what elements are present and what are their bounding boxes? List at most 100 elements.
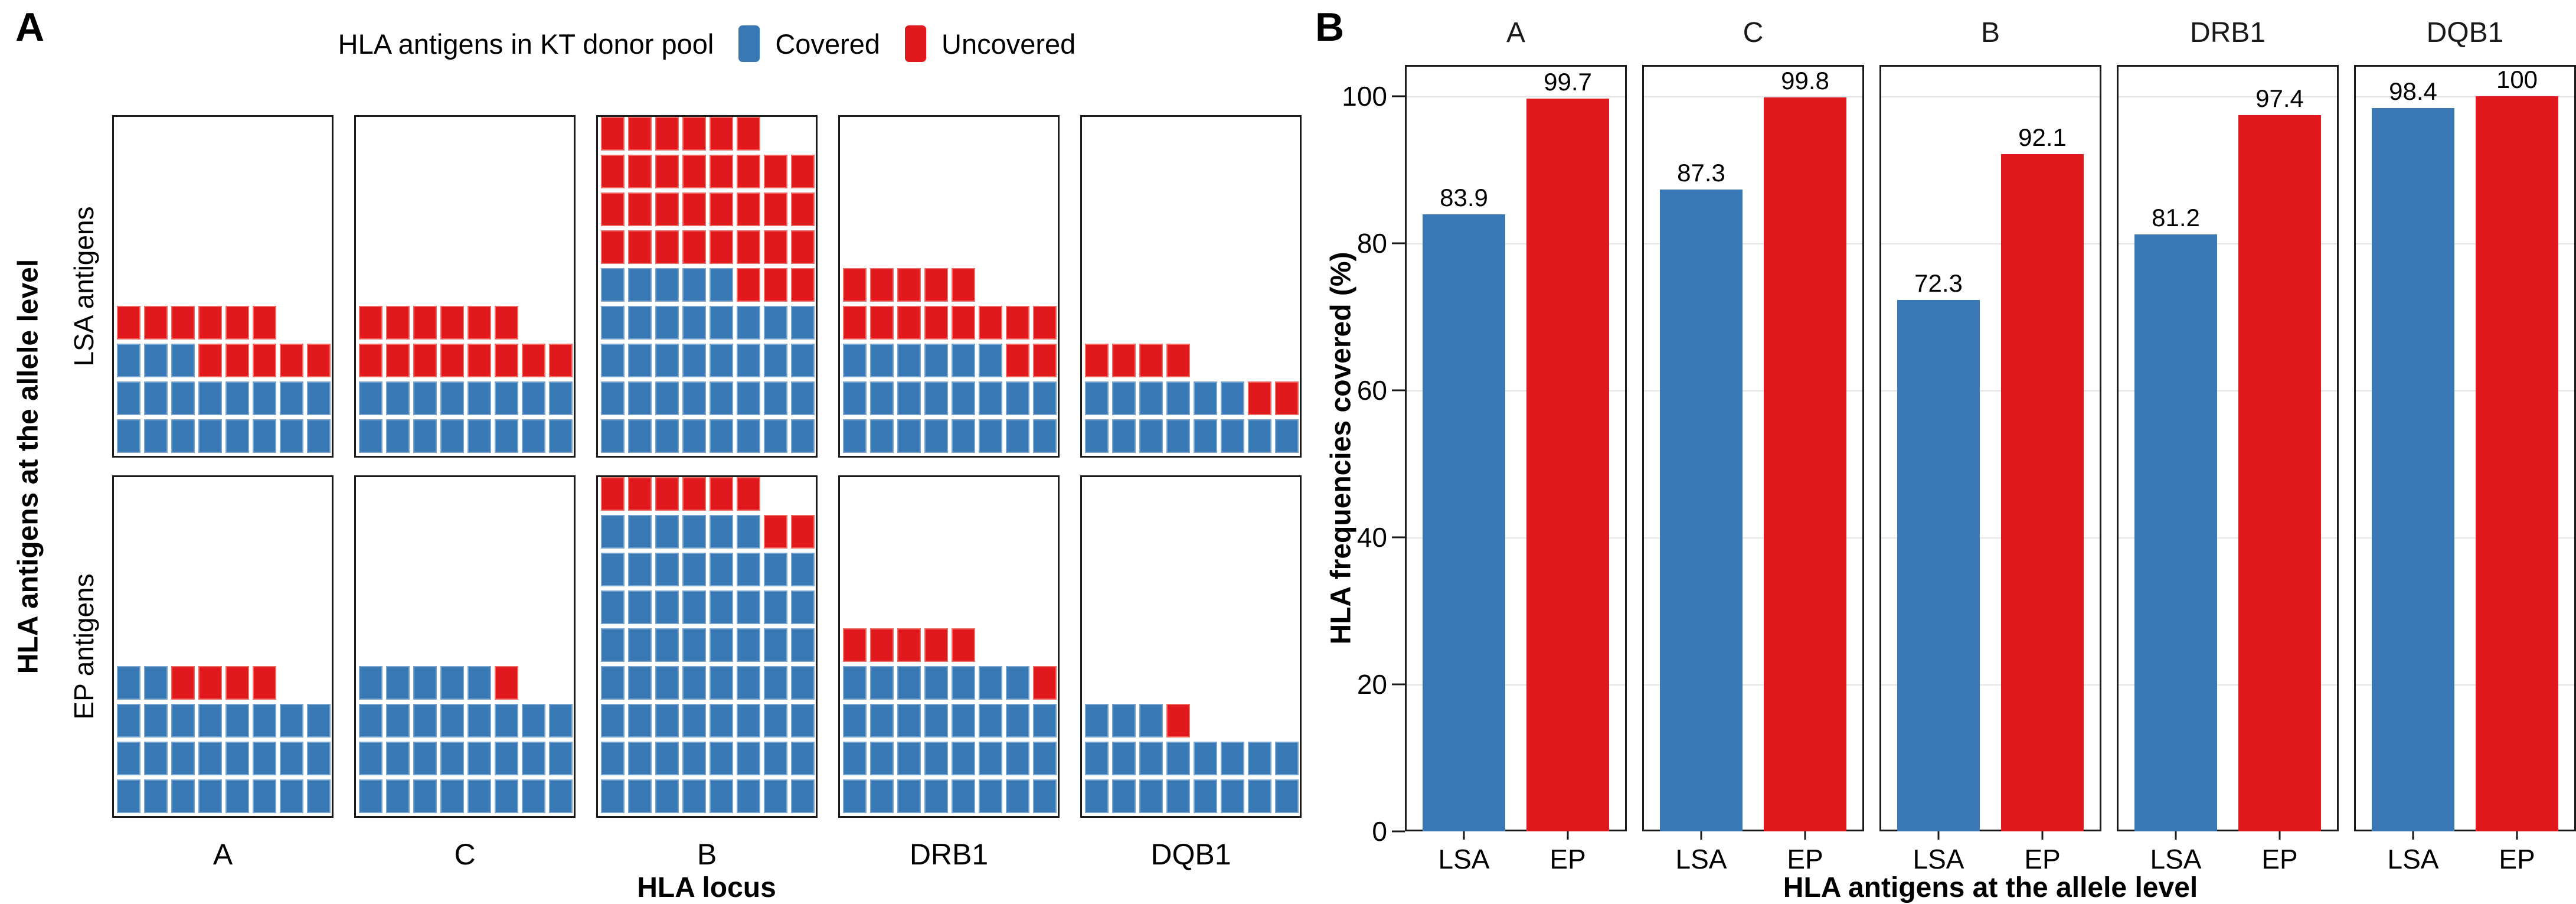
row-facet-label-lsa: LSA antigens xyxy=(68,206,99,367)
covered-square xyxy=(307,419,331,453)
covered-square xyxy=(1166,419,1190,453)
x-tick-mark-DQB1-EP xyxy=(2516,831,2518,840)
covered-square xyxy=(198,381,222,415)
covered-square xyxy=(1085,779,1109,813)
covered-square xyxy=(171,344,195,377)
panel-a-x-label-DRB1: DRB1 xyxy=(909,838,989,871)
covered-square xyxy=(791,704,815,737)
covered-square xyxy=(952,704,975,737)
covered-square xyxy=(764,553,787,586)
covered-square xyxy=(171,419,195,453)
uncovered-square xyxy=(253,344,276,377)
uncovered-square xyxy=(198,666,222,700)
gridline-80 xyxy=(1644,243,1862,244)
covered-square xyxy=(117,381,140,415)
gridline-20 xyxy=(1644,684,1862,686)
covered-square xyxy=(710,666,733,700)
covered-square xyxy=(1085,381,1109,415)
waffle-facet-lsa-B xyxy=(596,115,818,458)
covered-square xyxy=(737,742,760,775)
covered-square xyxy=(601,628,625,662)
covered-square xyxy=(924,666,948,700)
uncovered-square xyxy=(924,628,948,662)
covered-square xyxy=(655,419,679,453)
covered-square xyxy=(655,515,679,549)
uncovered-square xyxy=(682,230,706,264)
covered-square xyxy=(601,268,625,302)
covered-square xyxy=(171,704,195,737)
covered-square xyxy=(682,344,706,377)
covered-square xyxy=(737,704,760,737)
uncovered-square xyxy=(440,306,464,340)
uncovered-square xyxy=(737,477,760,511)
covered-square xyxy=(737,381,760,415)
covered-square xyxy=(897,779,921,813)
covered-square xyxy=(843,704,867,737)
uncovered-square xyxy=(601,192,625,226)
covered-square xyxy=(952,742,975,775)
covered-square xyxy=(253,704,276,737)
y-tick-mark-100 xyxy=(1392,95,1405,97)
covered-square xyxy=(601,419,625,453)
x-tick-label-DRB1-EP: EP xyxy=(2261,844,2298,874)
panel-a-x-label-A: A xyxy=(213,838,233,871)
covered-square xyxy=(144,704,168,737)
x-tick-label-C-LSA: LSA xyxy=(1675,844,1727,874)
covered-square xyxy=(225,381,249,415)
x-tick-label-B-EP: EP xyxy=(2024,844,2061,874)
covered-square xyxy=(897,666,921,700)
covered-square xyxy=(440,666,464,700)
covered-square xyxy=(737,666,760,700)
covered-square xyxy=(655,344,679,377)
bar-value-DRB1-EP: 97.4 xyxy=(2255,84,2304,113)
covered-square xyxy=(682,515,706,549)
covered-square xyxy=(601,590,625,624)
covered-square xyxy=(655,779,679,813)
covered-square xyxy=(495,381,518,415)
y-tick-mark-20 xyxy=(1392,683,1405,686)
covered-square xyxy=(791,344,815,377)
covered-square xyxy=(979,381,1002,415)
covered-square xyxy=(628,268,652,302)
x-tick-mark-A-EP xyxy=(1567,831,1569,840)
x-tick-mark-C-EP xyxy=(1804,831,1806,840)
uncovered-square xyxy=(737,230,760,264)
covered-square xyxy=(359,779,383,813)
uncovered-square xyxy=(737,117,760,151)
uncovered-square xyxy=(225,344,249,377)
uncovered-square xyxy=(682,117,706,151)
panel-a-x-label-C: C xyxy=(454,838,476,871)
x-tick-mark-B-EP xyxy=(2041,831,2044,840)
covered-square xyxy=(440,704,464,737)
covered-square xyxy=(791,779,815,813)
gridline-80 xyxy=(1407,243,1625,244)
covered-square xyxy=(655,381,679,415)
uncovered-square xyxy=(870,306,894,340)
covered-square xyxy=(440,779,464,813)
gridline-100 xyxy=(1644,96,1862,97)
covered-swatch-icon xyxy=(738,25,760,62)
x-tick-label-DQB1-LSA: LSA xyxy=(2387,844,2439,874)
covered-square xyxy=(1112,742,1136,775)
covered-square xyxy=(1194,419,1217,453)
covered-square xyxy=(601,666,625,700)
uncovered-square xyxy=(737,155,760,188)
uncovered-square xyxy=(791,268,815,302)
covered-square xyxy=(1166,779,1190,813)
covered-square xyxy=(1139,704,1163,737)
facet-title-A: A xyxy=(1506,17,1526,48)
panel-a-x-label-DQB1: DQB1 xyxy=(1150,838,1231,871)
covered-square xyxy=(870,381,894,415)
waffle-facet-lsa-DRB1 xyxy=(838,115,1060,458)
covered-square xyxy=(468,704,491,737)
covered-square xyxy=(843,779,867,813)
covered-square xyxy=(737,628,760,662)
uncovered-square xyxy=(1112,344,1136,377)
y-tick-label-20: 20 xyxy=(1356,669,1387,700)
covered-square xyxy=(628,666,652,700)
waffle-facet-lsa-C xyxy=(354,115,576,458)
covered-square xyxy=(952,344,975,377)
covered-square xyxy=(1085,704,1109,737)
covered-square xyxy=(225,779,249,813)
legend-label-uncovered: Uncovered xyxy=(942,28,1076,60)
